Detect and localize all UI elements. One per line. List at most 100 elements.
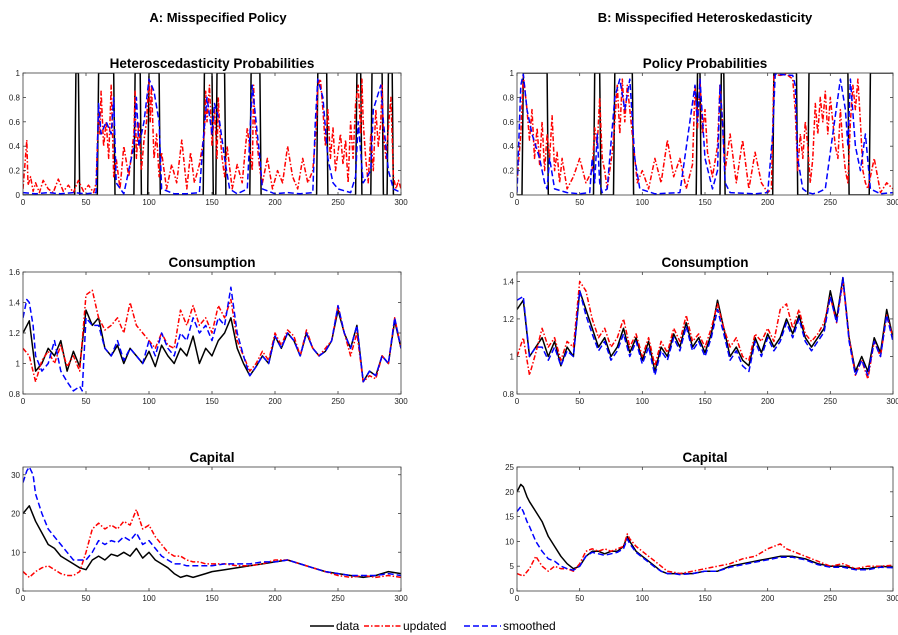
x-tick-label: 150 bbox=[698, 397, 712, 406]
x-tick-label: 100 bbox=[636, 198, 650, 207]
y-tick-label: 1 bbox=[16, 69, 21, 78]
x-tick-label: 150 bbox=[698, 198, 712, 207]
x-tick-label: 0 bbox=[21, 198, 26, 207]
series-line-updated bbox=[23, 289, 401, 383]
y-tick-label: 25 bbox=[505, 463, 514, 472]
y-tick-label: 0.4 bbox=[503, 142, 515, 151]
x-tick-label: 150 bbox=[205, 397, 219, 406]
legend-label-smoothed: smoothed bbox=[503, 619, 556, 633]
axes-box bbox=[516, 271, 894, 395]
series-line-smoothed bbox=[517, 276, 893, 376]
x-tick-label: 150 bbox=[205, 594, 219, 603]
y-tick-label: 0.2 bbox=[503, 167, 515, 176]
y-tick-label: 1.4 bbox=[9, 299, 21, 308]
x-tick-label: 50 bbox=[82, 198, 91, 207]
x-tick-label: 300 bbox=[394, 397, 408, 406]
x-tick-label: 300 bbox=[394, 594, 408, 603]
chart-title: Policy Probabilities bbox=[643, 56, 768, 71]
column-title-b: B: Misspecified Heteroskedasticity bbox=[598, 10, 813, 25]
y-tick-label: 1 bbox=[510, 69, 515, 78]
series-line-data bbox=[517, 276, 893, 373]
x-tick-label: 100 bbox=[142, 397, 156, 406]
series-group bbox=[23, 286, 401, 392]
x-tick-label: 200 bbox=[761, 594, 775, 603]
x-tick-label: 0 bbox=[21, 397, 26, 406]
y-tick-label: 0 bbox=[16, 587, 21, 596]
x-tick-label: 50 bbox=[82, 397, 91, 406]
chart-panel-2: Policy Probabilities 0 50 100 150 200 250 300 0 0… bbox=[503, 56, 898, 207]
y-tick-label: 0.8 bbox=[503, 390, 515, 399]
legend-label-updated: updated bbox=[403, 619, 446, 633]
x-tick-label: 0 bbox=[21, 594, 26, 603]
series-group bbox=[23, 73, 401, 195]
axes-box bbox=[516, 72, 894, 196]
x-tick-label: 200 bbox=[761, 397, 775, 406]
y-tick-label: 0 bbox=[16, 191, 21, 200]
x-tick-label: 50 bbox=[575, 594, 584, 603]
x-tick-label: 150 bbox=[698, 594, 712, 603]
y-tick-label: 10 bbox=[11, 548, 20, 557]
series-line-updated bbox=[517, 73, 893, 194]
x-tick-label: 300 bbox=[886, 594, 898, 603]
chart-panel-4: Consumption 0 50 100 150 200 250 300 0.8 1 1.2 1.4 bbox=[503, 255, 898, 406]
chart-title: Capital bbox=[682, 450, 727, 465]
series-group bbox=[517, 276, 893, 380]
y-tick-label: 1.2 bbox=[503, 315, 515, 324]
series-group bbox=[517, 73, 893, 195]
x-tick-label: 0 bbox=[515, 594, 520, 603]
y-tick-label: 5 bbox=[510, 562, 515, 571]
y-tick-label: 0.6 bbox=[503, 118, 515, 127]
series-line-data bbox=[517, 483, 893, 575]
x-tick-label: 50 bbox=[82, 594, 91, 603]
chart-title: Capital bbox=[189, 450, 234, 465]
series-group bbox=[23, 467, 401, 579]
y-tick-label: 0.2 bbox=[9, 167, 21, 176]
chart-panel-3: Consumption 0 50 100 150 200 250 300 0.8 1 1.2 1.4 1… bbox=[9, 255, 408, 406]
series-line-data bbox=[517, 73, 893, 195]
y-tick-label: 20 bbox=[505, 488, 514, 497]
x-tick-label: 250 bbox=[331, 594, 345, 603]
y-tick-label: 1 bbox=[510, 352, 515, 361]
series-line-smoothed bbox=[517, 73, 893, 195]
y-tick-label: 0.6 bbox=[9, 118, 21, 127]
y-tick-label: 1.6 bbox=[9, 268, 21, 277]
y-tick-label: 0.8 bbox=[503, 93, 515, 102]
x-tick-label: 100 bbox=[636, 397, 650, 406]
x-tick-label: 100 bbox=[142, 594, 156, 603]
x-tick-label: 50 bbox=[575, 198, 584, 207]
y-tick-label: 1 bbox=[16, 360, 21, 369]
x-tick-label: 250 bbox=[824, 594, 838, 603]
axes-box bbox=[516, 466, 894, 592]
y-tick-label: 15 bbox=[505, 513, 514, 522]
y-tick-label: 1.4 bbox=[503, 277, 515, 286]
y-tick-label: 0 bbox=[510, 587, 515, 596]
x-tick-label: 300 bbox=[886, 397, 898, 406]
x-tick-label: 200 bbox=[761, 198, 775, 207]
legend-label-data: data bbox=[336, 619, 360, 633]
series-line-smoothed bbox=[23, 78, 401, 195]
y-tick-label: 1.2 bbox=[9, 329, 21, 338]
y-tick-label: 10 bbox=[505, 537, 514, 546]
column-title-a: A: Misspecified Policy bbox=[149, 10, 287, 25]
x-tick-label: 250 bbox=[824, 198, 838, 207]
y-tick-label: 30 bbox=[11, 471, 20, 480]
chart-panel-1: Heteroscedasticity Probabilities 0 50 100 15… bbox=[9, 56, 408, 207]
series-line-smoothed bbox=[23, 286, 401, 392]
y-tick-label: 0.8 bbox=[9, 390, 21, 399]
series-line-updated bbox=[23, 508, 401, 579]
series-group bbox=[517, 483, 893, 577]
x-tick-label: 0 bbox=[515, 397, 520, 406]
series-line-updated bbox=[517, 533, 893, 577]
x-tick-label: 100 bbox=[142, 198, 156, 207]
x-tick-label: 250 bbox=[824, 397, 838, 406]
series-line-data bbox=[23, 505, 401, 579]
x-tick-label: 100 bbox=[636, 594, 650, 603]
y-tick-label: 0.8 bbox=[9, 93, 21, 102]
series-line-smoothed bbox=[23, 467, 401, 577]
x-tick-label: 300 bbox=[886, 198, 898, 207]
x-tick-label: 300 bbox=[394, 198, 408, 207]
x-tick-label: 250 bbox=[331, 397, 345, 406]
chart-panel-6: Capital 0 50 100 150 200 250 300 0 5 10 15 20 25 bbox=[505, 450, 898, 603]
